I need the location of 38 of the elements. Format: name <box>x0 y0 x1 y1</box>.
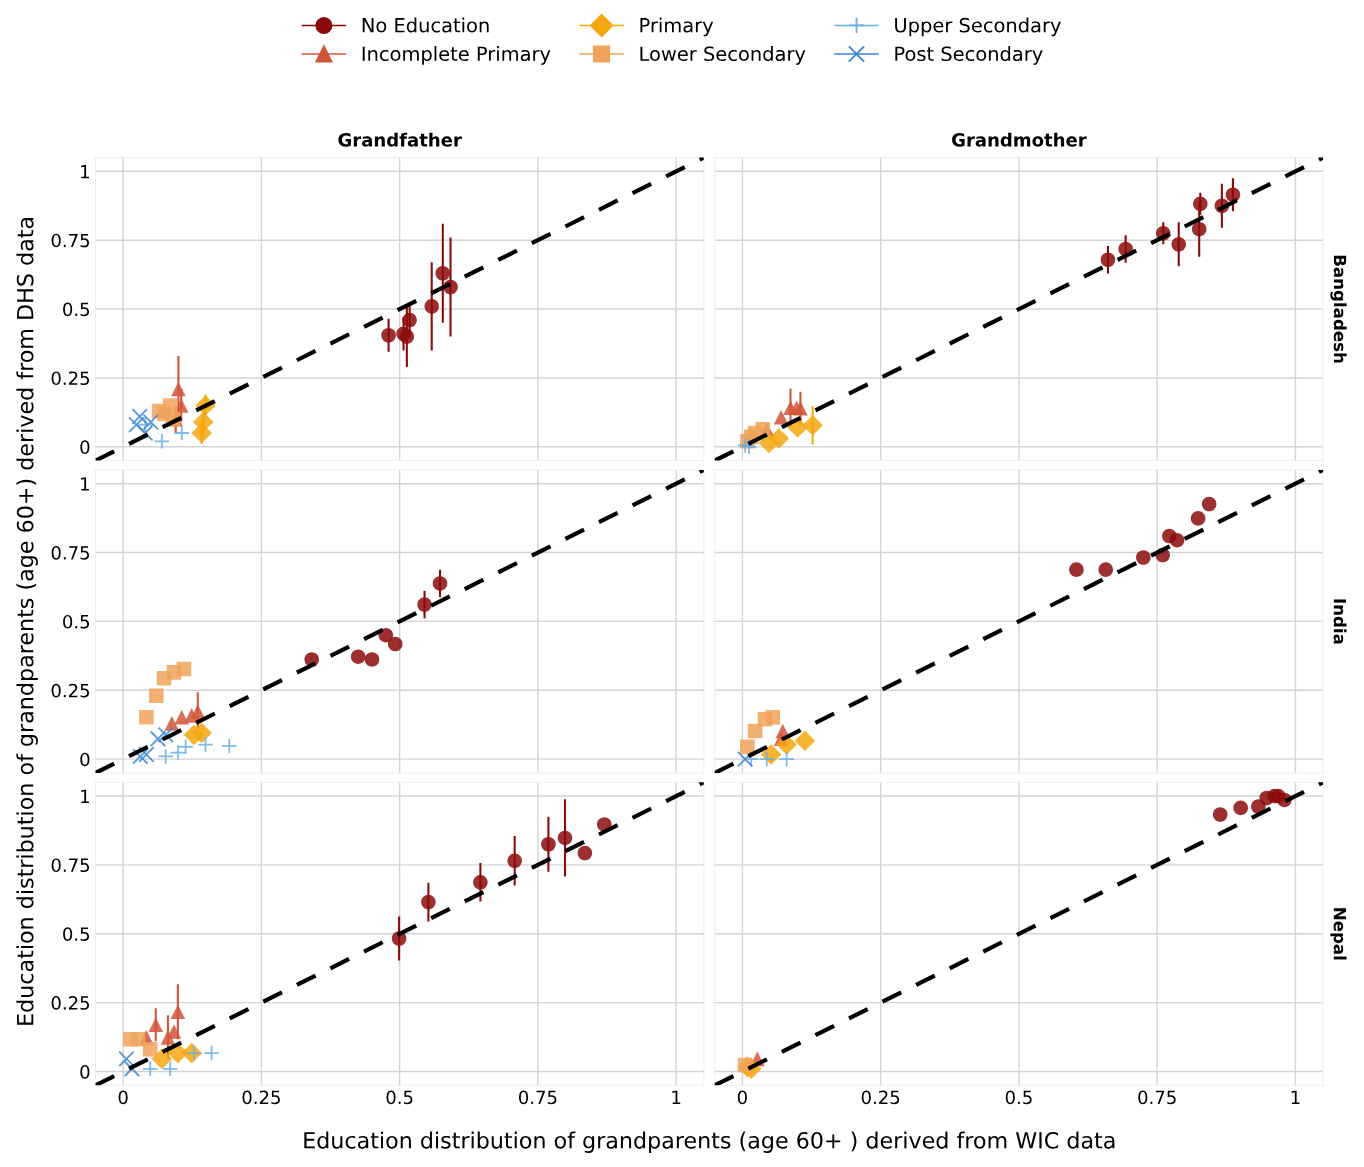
y-tick-label: 0.25 <box>51 996 90 1010</box>
x-tick-label: 0.5 <box>1005 1090 1032 1105</box>
y-tick-label: 0 <box>80 752 90 767</box>
y-tick-label: 1 <box>81 477 89 491</box>
legend-label: Incomplete Primary <box>362 46 551 65</box>
x-tick-label: 0.25 <box>861 1090 900 1105</box>
x-tick-label: 1 <box>1291 1090 1300 1104</box>
x-tick-label: 1 <box>672 1090 681 1104</box>
x-axis-title: Education distribution of grandparents (age 60+ ) derived from WIC data <box>304 1131 1115 1153</box>
y-tick-label: 0.75 <box>51 546 90 560</box>
y-tick-label: 0 <box>80 1064 90 1079</box>
y-axis-title: Education distribution of grandparents (age 60+) derived from DHS data <box>16 217 38 1025</box>
x-tick-label: 0.25 <box>242 1090 280 1105</box>
y-tick-label: 0 <box>80 440 90 454</box>
text: Bangladesh <box>1330 255 1347 363</box>
x-tick-label: 0.75 <box>519 1090 557 1105</box>
legend-label: No Education <box>362 17 489 33</box>
y-tick-label: 0.75 <box>51 233 90 248</box>
y-tick-label: 0.75 <box>51 858 90 873</box>
chart-title: Grandfather <box>338 132 462 147</box>
legend-label: Post Secondary <box>895 46 1043 65</box>
x-tick-label: 0 <box>118 1090 128 1105</box>
chart-title: Grandmother <box>952 132 1087 147</box>
legend-label: Lower Secondary <box>640 46 806 65</box>
y-tick-label: 0.5 <box>63 927 90 941</box>
y-tick-label: 0.5 <box>63 302 90 317</box>
y-tick-label: 0.25 <box>51 683 90 698</box>
x-tick-label: 0 <box>737 1090 747 1105</box>
x-tick-label: 0.75 <box>1138 1090 1176 1105</box>
legend-label: Primary <box>640 17 714 37</box>
x-tick-label: 0.5 <box>386 1090 413 1105</box>
y-tick-label: 0.25 <box>51 371 90 386</box>
legend-label: Upper Secondary <box>895 17 1061 37</box>
text: Nepal <box>1330 908 1347 960</box>
text: India <box>1333 599 1347 644</box>
y-tick-label: 1 <box>81 789 89 803</box>
y-tick-label: 1 <box>81 165 89 179</box>
y-tick-label: 0.5 <box>63 614 90 629</box>
